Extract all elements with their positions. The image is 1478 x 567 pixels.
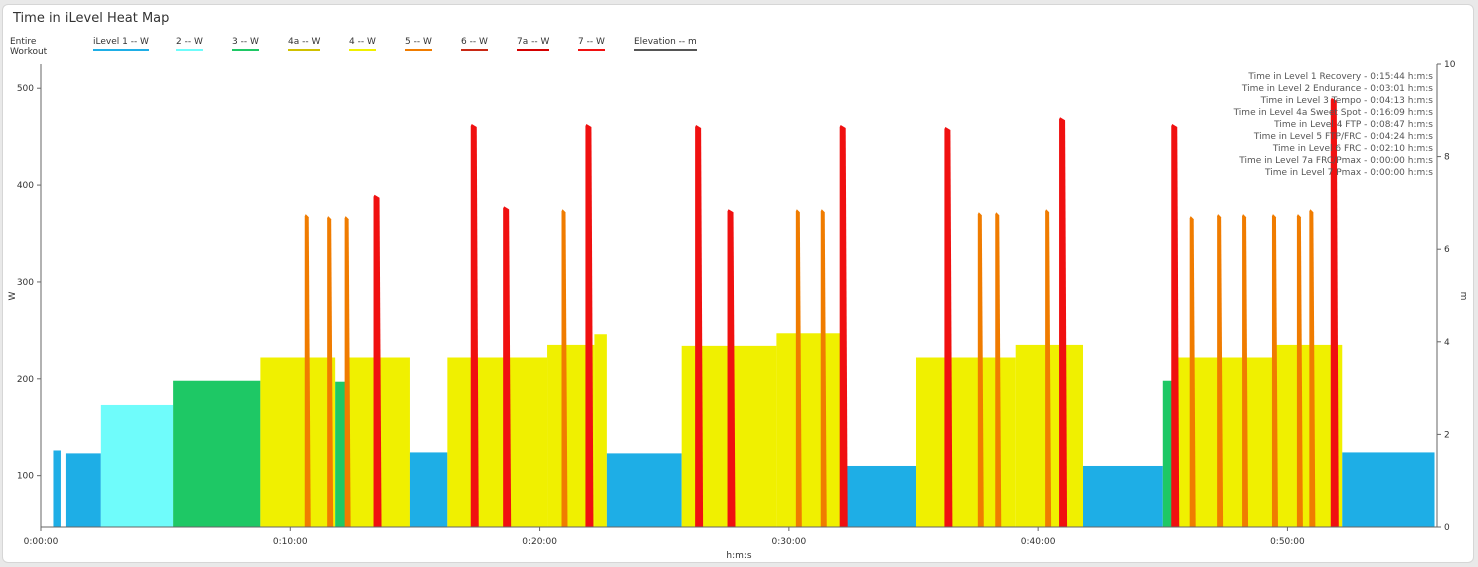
- power-spike: [795, 209, 802, 527]
- legend-item-level-3[interactable]: 3 -- W: [232, 37, 259, 51]
- power-block: [1083, 465, 1163, 527]
- power-block: [447, 357, 548, 527]
- power-spike: [1189, 216, 1196, 527]
- x-axis-title: h:m:s: [726, 551, 752, 561]
- y-tick-label: 400: [17, 181, 34, 191]
- power-block: [1342, 452, 1435, 527]
- power-spike: [1059, 117, 1068, 528]
- y-tick-label: 100: [17, 472, 34, 482]
- time-in-level-annotation: Time in Level 4 FTP - 0:08:47 h:m:s: [1273, 120, 1433, 130]
- power-block: [100, 404, 174, 527]
- time-in-level-annotation: Time in Level 7 Pmax - 0:00:00 h:m:s: [1264, 168, 1433, 178]
- x-tick-label: 0:00:00: [24, 537, 59, 547]
- power-spike: [561, 209, 568, 527]
- time-in-level-annotation: Time in Level 3 Tempo - 0:04:13 h:m:s: [1260, 96, 1434, 106]
- power-spike: [470, 124, 479, 528]
- power-spike: [820, 209, 827, 527]
- power-spike: [1330, 97, 1339, 527]
- y-axis-title: W: [8, 291, 18, 300]
- legend-item-level-6[interactable]: 6 -- W: [461, 37, 488, 51]
- power-block: [260, 357, 336, 527]
- power-block: [594, 334, 607, 527]
- power-spike: [327, 216, 334, 527]
- power-spike: [727, 209, 736, 527]
- power-spike: [977, 212, 984, 528]
- time-in-level-annotation: Time in Level 4a Sweet Spot - 0:16:09 h:…: [1233, 108, 1434, 118]
- legend-item-level-1[interactable]: iLevel 1 -- W: [93, 37, 149, 51]
- legend-item-level-5[interactable]: 5 -- W: [405, 37, 432, 51]
- power-block: [776, 333, 844, 527]
- time-in-level-annotation: Time in Level 1 Recovery - 0:15:44 h:m:s: [1247, 72, 1433, 82]
- y2-tick-label: 6: [1444, 245, 1450, 255]
- power-spike: [839, 125, 848, 527]
- power-block: [335, 381, 348, 527]
- time-in-level-annotation: Time in Level 5 FTP/FRC - 0:04:24 h:m:s: [1253, 132, 1433, 142]
- power-spike: [1271, 214, 1278, 527]
- y2-tick-label: 0: [1444, 523, 1450, 533]
- legend-item-elevation[interactable]: Elevation -- m: [634, 37, 697, 51]
- y-tick-label: 200: [17, 375, 34, 385]
- time-in-level-annotation: Time in Level 7a FRC/Pmax - 0:00:00 h:m:…: [1238, 156, 1433, 166]
- legend-item-level-7a[interactable]: 7a -- W: [517, 37, 550, 51]
- power-spike: [1217, 214, 1224, 527]
- power-spike: [995, 212, 1002, 528]
- power-block: [606, 453, 682, 527]
- x-tick-label: 0:50:00: [1270, 537, 1305, 547]
- power-block: [409, 452, 448, 527]
- power-spike: [585, 124, 594, 528]
- legend-item-level-4a[interactable]: 4a -- W: [288, 37, 321, 51]
- power-spike: [373, 194, 382, 527]
- y-tick-label: 500: [17, 84, 34, 94]
- x-tick-label: 0:10:00: [273, 537, 308, 547]
- x-tick-label: 0:40:00: [1021, 537, 1056, 547]
- power-spike: [1309, 209, 1316, 527]
- power-block: [53, 450, 61, 527]
- x-tick-label: 0:20:00: [522, 537, 557, 547]
- power-block: [843, 465, 916, 527]
- time-in-level-annotation: Time in Level 2 Endurance - 0:03:01 h:m:…: [1241, 84, 1433, 94]
- legend-item-level-2[interactable]: 2 -- W: [176, 37, 203, 51]
- power-spike: [344, 216, 351, 527]
- y2-axis-title: m: [1458, 292, 1468, 301]
- legend-item-level-7[interactable]: 7 -- W: [578, 37, 605, 51]
- power-spike: [944, 126, 953, 527]
- y2-tick-label: 2: [1444, 430, 1450, 440]
- power-block: [173, 380, 261, 527]
- power-spike: [503, 206, 512, 527]
- legend-scope-label[interactable]: Entire Workout: [10, 37, 48, 57]
- power-block: [65, 453, 101, 527]
- y2-tick-label: 8: [1444, 153, 1450, 163]
- y2-tick-label: 4: [1444, 338, 1450, 348]
- chart-title: Time in iLevel Heat Map: [13, 11, 170, 26]
- power-spike: [1045, 209, 1052, 527]
- power-spike: [695, 125, 704, 527]
- x-tick-label: 0:30:00: [772, 537, 807, 547]
- power-spike: [1171, 124, 1180, 528]
- y2-tick-label: 10: [1444, 60, 1456, 70]
- legend-item-level-4[interactable]: 4 -- W: [349, 37, 376, 51]
- time-in-level-annotation: Time in Level 6 FRC - 0:02:10 h:m:s: [1272, 144, 1433, 154]
- power-spike: [1242, 214, 1249, 527]
- power-spike: [1296, 214, 1303, 527]
- y-tick-label: 300: [17, 278, 34, 288]
- power-spike: [304, 214, 311, 527]
